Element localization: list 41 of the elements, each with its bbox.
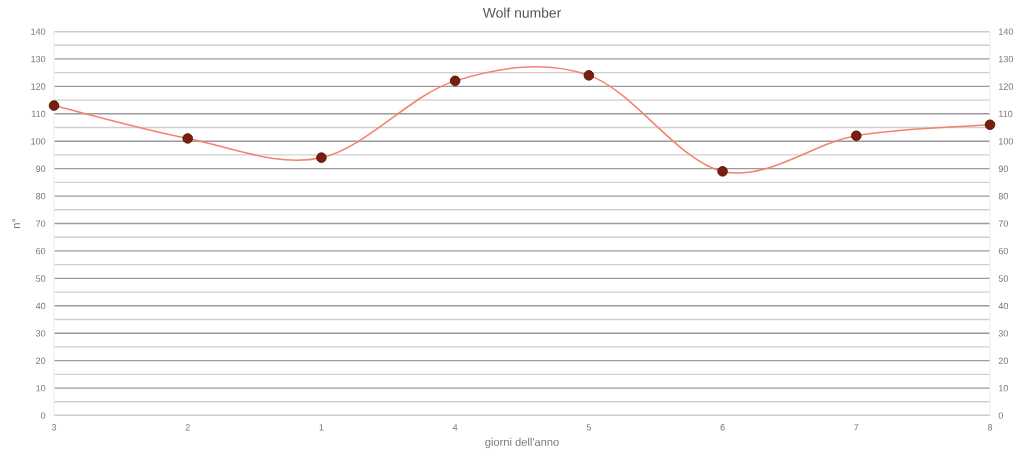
x-tick-label: 2 <box>185 424 190 431</box>
y-tick-label: 20 <box>36 357 46 364</box>
x-tick-label: 7 <box>854 424 859 431</box>
x-tick-label: 4 <box>452 424 458 431</box>
y-tick-label: 70 <box>36 220 46 227</box>
y-tick-label: 30 <box>35 330 46 337</box>
x-axis-title: giorni dell'anno <box>485 437 559 449</box>
x-tick-label: 3 <box>51 424 57 431</box>
y2-tick-label: 110 <box>999 110 1013 118</box>
y2-tick-label: 130 <box>999 55 1014 63</box>
x-tick-label: 1 <box>319 424 324 431</box>
y-tick-label: 10 <box>36 385 46 392</box>
y-tick-label: 100 <box>31 138 46 145</box>
y-tick-label: 0 <box>41 412 46 419</box>
y-tick-label: 40 <box>35 302 46 310</box>
x-tick-label: 6 <box>720 424 725 431</box>
y2-tick-label: 70 <box>998 220 1009 227</box>
y-tick-label: 80 <box>36 193 46 200</box>
y2-tick-label: 30 <box>998 330 1009 337</box>
y2-tick-label: 10 <box>999 385 1009 392</box>
y2-tick-label: 40 <box>998 302 1009 310</box>
y2-tick-label: 80 <box>998 193 1009 200</box>
y-tick-label: 140 <box>31 28 46 35</box>
y-tick-label: 110 <box>31 110 46 118</box>
y2-tick-label: 120 <box>999 83 1014 90</box>
y-tick-label: 120 <box>31 83 46 90</box>
chart-title: Wolf number <box>482 7 562 18</box>
y-tick-label: 60 <box>36 247 46 255</box>
y2-tick-label: 60 <box>998 247 1009 255</box>
x-tick-label: 5 <box>586 424 591 431</box>
y-tick-label: 50 <box>35 275 46 282</box>
y-axis-title: n° <box>12 218 20 229</box>
y2-tick-label: 140 <box>999 28 1014 35</box>
y2-tick-label: 50 <box>998 275 1009 282</box>
y-tick-label: 90 <box>36 165 46 172</box>
y2-tick-label: 100 <box>999 138 1014 145</box>
y-tick-label: 130 <box>31 55 46 63</box>
y2-tick-label: 20 <box>998 357 1009 364</box>
x-tick-label: 8 <box>987 424 993 431</box>
y2-tick-label: 0 <box>998 412 1003 419</box>
y2-tick-label: 90 <box>998 165 1009 172</box>
